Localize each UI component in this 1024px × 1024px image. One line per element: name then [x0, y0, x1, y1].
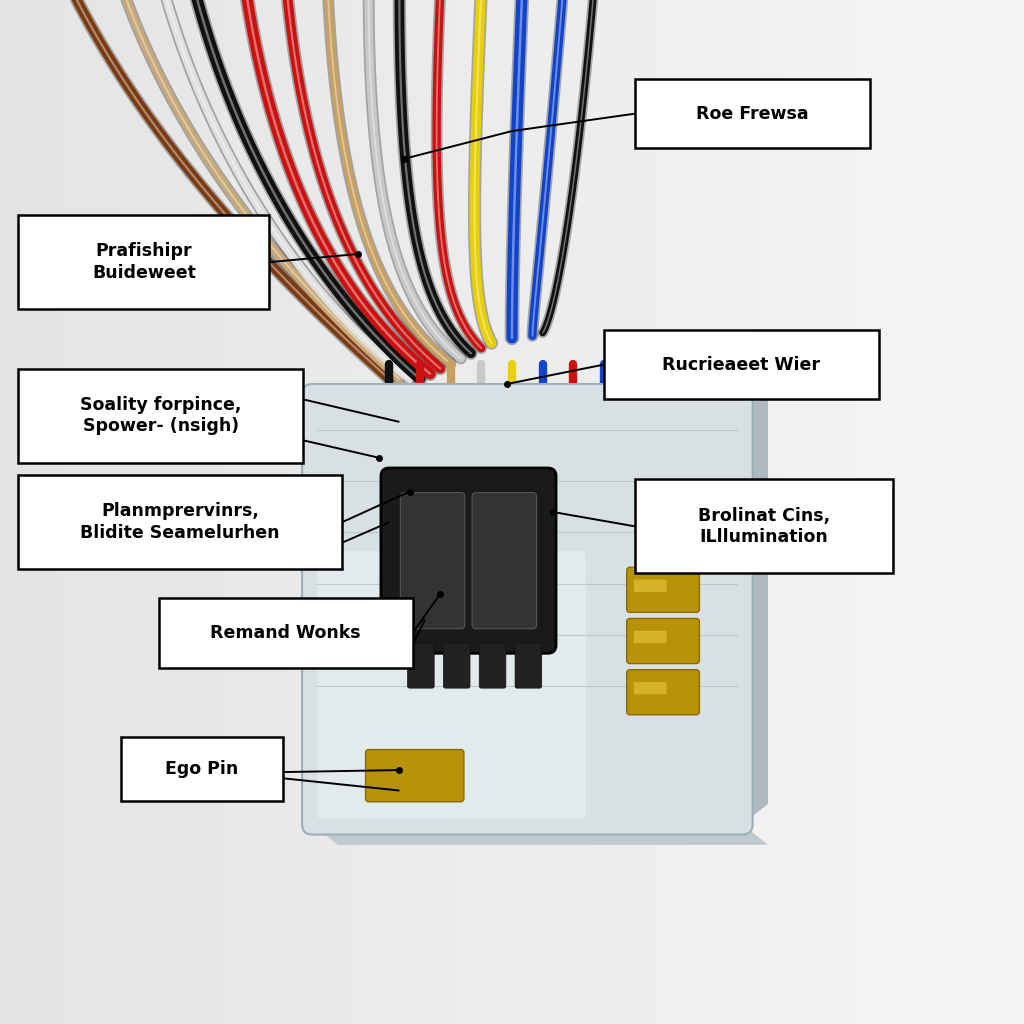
- FancyBboxPatch shape: [634, 682, 667, 694]
- FancyBboxPatch shape: [634, 580, 667, 592]
- Polygon shape: [742, 374, 768, 824]
- Polygon shape: [312, 824, 768, 845]
- FancyBboxPatch shape: [18, 215, 269, 309]
- FancyBboxPatch shape: [400, 493, 465, 629]
- Text: Prafishipr
Buideweet: Prafishipr Buideweet: [92, 243, 196, 282]
- FancyBboxPatch shape: [408, 643, 434, 688]
- FancyBboxPatch shape: [18, 475, 342, 569]
- FancyBboxPatch shape: [479, 643, 506, 688]
- Text: Rucrieaeet Wier: Rucrieaeet Wier: [663, 355, 820, 374]
- FancyBboxPatch shape: [627, 618, 699, 664]
- FancyBboxPatch shape: [604, 330, 879, 399]
- Text: Roe Frewsa: Roe Frewsa: [696, 104, 809, 123]
- FancyBboxPatch shape: [381, 468, 556, 653]
- FancyBboxPatch shape: [302, 384, 753, 835]
- FancyBboxPatch shape: [627, 670, 699, 715]
- FancyBboxPatch shape: [635, 479, 893, 573]
- FancyBboxPatch shape: [317, 551, 586, 819]
- FancyBboxPatch shape: [121, 737, 283, 801]
- Text: Remand Wonks: Remand Wonks: [210, 624, 361, 642]
- FancyBboxPatch shape: [627, 567, 699, 612]
- FancyBboxPatch shape: [18, 369, 303, 463]
- Text: Brolinat Cins,
ILllumination: Brolinat Cins, ILllumination: [697, 507, 830, 546]
- FancyBboxPatch shape: [634, 631, 667, 643]
- FancyBboxPatch shape: [515, 643, 542, 688]
- FancyBboxPatch shape: [635, 79, 870, 148]
- Text: Planmprervinrs,
Blidite Seamelurhen: Planmprervinrs, Blidite Seamelurhen: [81, 503, 280, 542]
- FancyBboxPatch shape: [472, 493, 537, 629]
- Text: Soality forpince,
Spower- (nsigh): Soality forpince, Spower- (nsigh): [80, 396, 242, 435]
- FancyBboxPatch shape: [159, 598, 413, 668]
- Text: Ego Pin: Ego Pin: [165, 760, 239, 778]
- FancyBboxPatch shape: [443, 643, 470, 688]
- FancyBboxPatch shape: [366, 750, 464, 802]
